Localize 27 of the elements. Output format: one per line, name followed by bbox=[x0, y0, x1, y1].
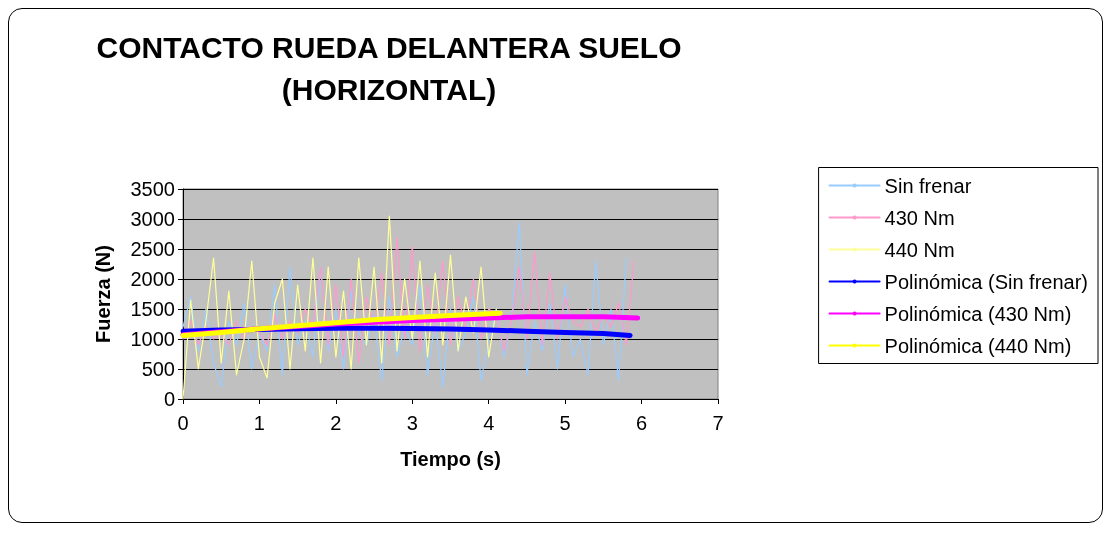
x-axis-title: Tiempo (s) bbox=[400, 448, 501, 470]
x-tick-label: 3 bbox=[406, 412, 418, 434]
legend-label: Polinómica (Sin frenar) bbox=[884, 270, 1089, 293]
y-axis-title: Fuerza (N) bbox=[92, 245, 114, 343]
x-tick-label: 4 bbox=[483, 412, 495, 434]
y-tick-label: 1000 bbox=[130, 328, 175, 350]
chart-title: CONTACTO RUEDA DELANTERA SUELO (HORIZONTAL) bbox=[96, 30, 682, 106]
x-tick-label: 5 bbox=[559, 412, 571, 434]
y-tick-label: 2000 bbox=[130, 268, 175, 290]
legend-label: 440 Nm bbox=[884, 238, 955, 261]
legend-label: Sin frenar bbox=[884, 174, 972, 197]
y-tick-label: 1500 bbox=[130, 298, 175, 320]
legend-label: Polinómica (440 Nm) bbox=[884, 334, 1072, 357]
x-tick-label: 1 bbox=[253, 412, 265, 434]
y-tick-label: 2500 bbox=[130, 238, 175, 260]
x-tick-label: 6 bbox=[636, 412, 648, 434]
line-series bbox=[182, 221, 627, 388]
y-tick-label: 500 bbox=[141, 358, 175, 380]
y-tick-label: 0 bbox=[163, 388, 175, 410]
x-tick-label: 0 bbox=[177, 412, 189, 434]
y-tick-label: 3000 bbox=[130, 208, 175, 230]
legend-label: 430 Nm bbox=[884, 206, 955, 229]
x-tick-label: 2 bbox=[330, 412, 342, 434]
y-tick-label: 3500 bbox=[130, 178, 175, 200]
line-series bbox=[182, 215, 497, 400]
legend-label: Polinómica (430 Nm) bbox=[884, 302, 1072, 325]
x-tick-label: 7 bbox=[712, 412, 724, 434]
